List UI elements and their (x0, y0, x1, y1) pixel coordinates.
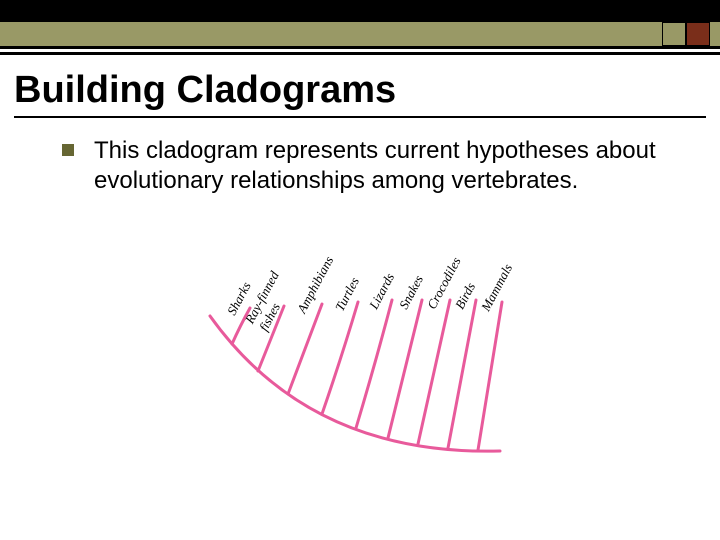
slide-title: Building Cladograms (14, 69, 720, 112)
bullet-row: This cladogram represents current hypoth… (62, 136, 680, 196)
decorative-squares (662, 22, 710, 46)
square-olive (662, 22, 686, 46)
band-thin-2 (0, 52, 720, 55)
title-underline (14, 116, 706, 118)
cladogram-svg (180, 216, 540, 476)
band-dark-top (0, 0, 720, 22)
bullet-text: This cladogram represents current hypoth… (94, 136, 680, 196)
cladogram: SharksRay-finnedfishesAmphibiansTurtlesL… (180, 216, 540, 476)
bullet-marker (62, 144, 74, 156)
band-olive (0, 22, 720, 46)
square-maroon (686, 22, 710, 46)
header-band (0, 0, 720, 55)
